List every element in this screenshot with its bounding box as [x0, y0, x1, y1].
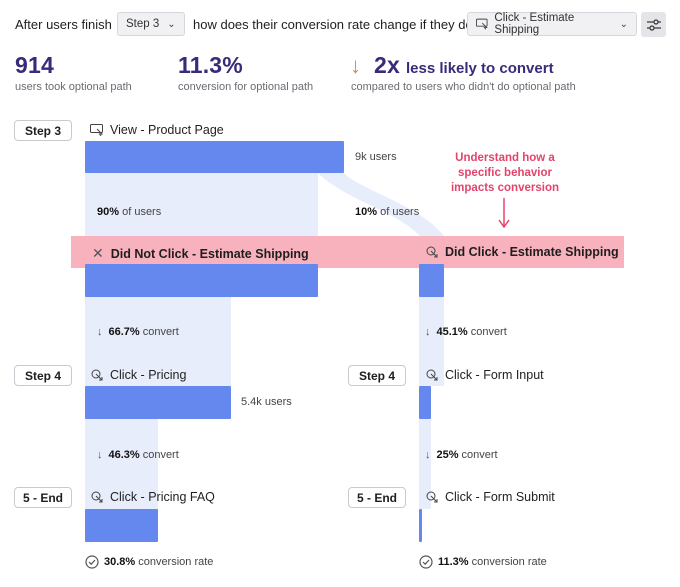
- right-end-bar[interactable]: [419, 509, 422, 542]
- step-select-value: Step 3: [126, 18, 160, 30]
- right-end-chip: 5 - End: [348, 487, 406, 508]
- right-rate-text: conversion rate: [471, 556, 547, 568]
- factor-stat-label: compared to users who didn't do optional…: [351, 81, 576, 93]
- click-icon: [426, 369, 438, 381]
- arrow-down-icon: ↓: [425, 449, 431, 461]
- right-end-event-label: Click - Form Submit: [445, 490, 555, 504]
- right-convert1-text: convert: [470, 326, 507, 338]
- flow-left-upper: [85, 173, 231, 236]
- left-step4-bar[interactable]: [85, 386, 231, 419]
- arrow-down-icon: ↓: [97, 449, 103, 461]
- highlight-band: [71, 236, 624, 268]
- split-right-pct: 10%: [355, 206, 378, 218]
- split-left-pct: 90%: [97, 206, 120, 218]
- right-step4-event-label: Click - Form Input: [445, 368, 544, 382]
- event-icon: [476, 18, 488, 30]
- right-step4-chip: Step 4: [348, 365, 406, 386]
- right-convert2: ↓ 25% convert: [425, 449, 498, 461]
- flow-right-curve: [318, 173, 444, 236]
- left-end-event-label: Click - Pricing FAQ: [110, 490, 215, 504]
- left-step4-users: 5.4k users: [241, 396, 292, 408]
- left-convert2: ↓ 46.3% convert: [97, 449, 179, 461]
- split-left-text: of users: [122, 206, 162, 218]
- click-icon: [91, 491, 103, 503]
- right-convert1: ↓ 45.1% convert: [425, 326, 507, 338]
- left-convert2-text: convert: [142, 449, 179, 461]
- flow-left-extra: [231, 173, 318, 236]
- page-view-icon: [90, 124, 104, 136]
- factor-stat-text: less likely to convert: [406, 60, 554, 77]
- left-convert1-pct: 66.7%: [108, 326, 140, 338]
- settings-sliders-button[interactable]: [641, 12, 666, 37]
- split-left: 90% of users: [97, 206, 161, 218]
- flow-left-lower: [85, 419, 158, 509]
- header-prefix: After users finish: [15, 17, 112, 32]
- sliders-icon: [646, 18, 661, 31]
- right-branch-title[interactable]: Did Click - Estimate Shipping: [425, 245, 619, 259]
- left-step4-event-label: Click - Pricing: [110, 368, 187, 382]
- right-convert2-text: convert: [461, 449, 498, 461]
- left-branch-bar[interactable]: [85, 264, 318, 297]
- arrow-down-icon: ↓: [97, 326, 103, 338]
- step3-event[interactable]: View - Product Page: [90, 123, 224, 137]
- users-stat-label: users took optional path: [15, 81, 132, 93]
- close-icon: ✕: [92, 245, 104, 261]
- annotation-arrow-icon: [498, 198, 510, 229]
- step-select[interactable]: Step 3 ⌄: [117, 12, 185, 36]
- right-rate-pct: 11.3%: [438, 556, 469, 568]
- left-rate-pct: 30.8%: [104, 556, 136, 568]
- step3-event-label: View - Product Page: [110, 123, 224, 137]
- header-middle: how does their conversion rate change if…: [193, 17, 473, 32]
- left-convert2-pct: 46.3%: [108, 449, 140, 461]
- left-step4-event[interactable]: Click - Pricing: [90, 368, 186, 382]
- click-icon: [426, 491, 438, 503]
- right-step4-event[interactable]: Click - Form Input: [425, 368, 544, 382]
- left-title-post: Click - Estimate Shipping: [158, 246, 309, 261]
- left-end-event[interactable]: Click - Pricing FAQ: [90, 490, 215, 504]
- right-convert2-pct: 25%: [436, 449, 459, 461]
- step3-chip: Step 3: [14, 120, 72, 141]
- step3-users: 9k users: [355, 151, 397, 163]
- right-title: Did Click - Estimate Shipping: [445, 245, 619, 259]
- conversion-stat-label: conversion for optional path: [178, 81, 314, 93]
- right-step4-bar[interactable]: [419, 386, 431, 419]
- left-title-pre: Did: [110, 246, 131, 261]
- event-select-value: Click - Estimate Shipping: [494, 12, 575, 36]
- left-conversion-rate: 30.8% conversion rate: [85, 555, 213, 569]
- flow-right-lower: [419, 419, 431, 509]
- right-end-event[interactable]: Click - Form Submit: [425, 490, 555, 504]
- right-branch-bar[interactable]: [419, 264, 444, 297]
- left-rate-text: conversion rate: [138, 556, 214, 568]
- left-title-bold: Not: [134, 246, 156, 261]
- event-select[interactable]: Click - Estimate Shipping ⌄: [467, 12, 637, 36]
- click-icon: [91, 369, 103, 381]
- click-icon: [426, 246, 438, 258]
- factor-stat-value: 2x: [374, 52, 400, 78]
- users-stat-value: 914: [15, 52, 54, 78]
- left-convert1: ↓ 66.7% convert: [97, 326, 179, 338]
- check-circle-icon: [419, 555, 433, 569]
- arrow-down-icon: ↓: [425, 326, 431, 338]
- split-right-text: of users: [380, 206, 420, 218]
- left-branch-title[interactable]: ✕ Did Not Click - Estimate Shipping: [92, 245, 309, 262]
- chevron-down-icon: ⌄: [619, 18, 628, 30]
- right-conversion-rate: 11.3% conversion rate: [419, 555, 547, 569]
- conversion-stat-value: 11.3%: [178, 52, 243, 78]
- split-right: 10% of users: [355, 206, 419, 218]
- arrow-down-icon: ↓: [350, 53, 361, 78]
- chevron-down-icon: ⌄: [167, 18, 176, 30]
- annotation-text: Understand how a specific behavior impac…: [450, 152, 559, 194]
- left-end-chip: 5 - End: [14, 487, 72, 508]
- check-circle-icon: [85, 555, 99, 569]
- left-convert1-text: convert: [142, 326, 179, 338]
- step3-bar[interactable]: [85, 141, 344, 173]
- left-end-bar[interactable]: [85, 509, 158, 542]
- left-step4-chip: Step 4: [14, 365, 72, 386]
- right-convert1-pct: 45.1%: [436, 326, 468, 338]
